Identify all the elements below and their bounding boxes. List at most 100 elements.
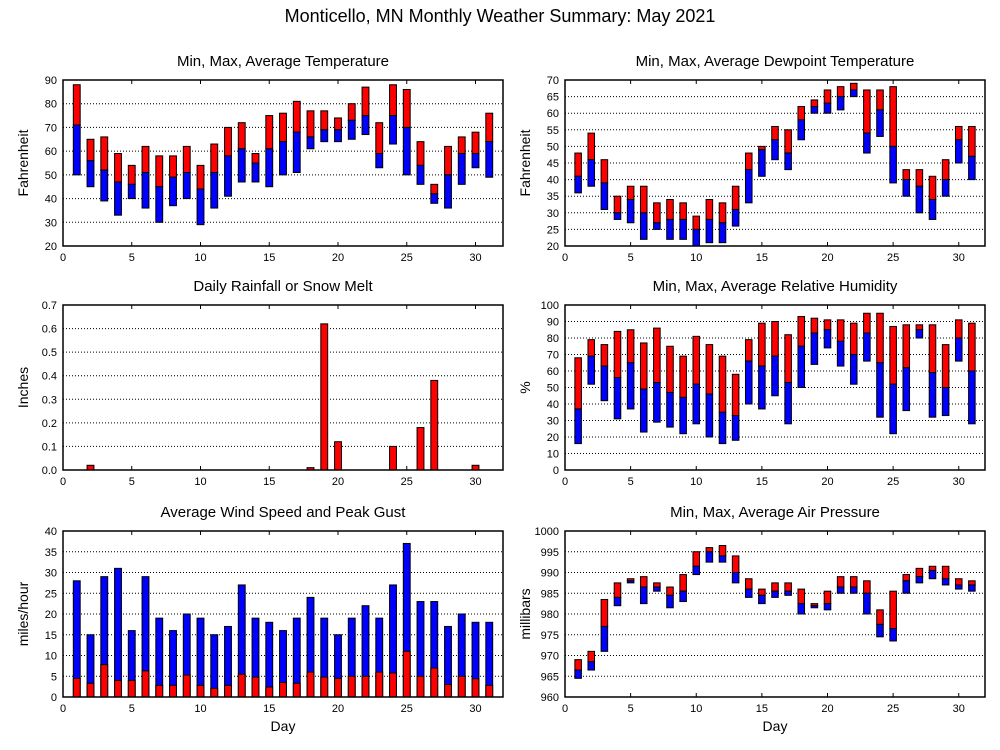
bar-upper-avg-to-max bbox=[718, 545, 727, 557]
bar-upper-avg-to-max bbox=[836, 576, 845, 588]
y-tick-label: 10 bbox=[547, 449, 559, 461]
bar-upper-avg-to-max bbox=[744, 578, 753, 590]
bar-lower-min-to-avg bbox=[941, 387, 950, 417]
bar-upper-avg-to-max bbox=[902, 574, 911, 582]
bar-average-wind bbox=[210, 687, 219, 698]
y-axis-label: Fahrenheit bbox=[517, 129, 533, 196]
x-tick-label: 25 bbox=[887, 252, 899, 264]
y-axis-label: millibars bbox=[517, 588, 533, 639]
bar-lower-min-to-avg bbox=[72, 124, 81, 176]
bar-lower-min-to-avg bbox=[744, 169, 753, 204]
bar-upper-avg-to-max bbox=[758, 588, 766, 596]
y-axis-label: miles/hour bbox=[15, 581, 31, 646]
bar-lower-min-to-avg bbox=[823, 102, 832, 114]
x-tick-label: 5 bbox=[129, 476, 135, 488]
bar-upper-avg-to-max bbox=[705, 344, 714, 395]
bar-lower-min-to-avg bbox=[863, 132, 871, 154]
bar-upper-avg-to-max bbox=[653, 327, 661, 384]
bar-lower-min-to-avg bbox=[889, 628, 897, 642]
bar-lower-min-to-avg bbox=[224, 155, 232, 197]
bar-upper-avg-to-max bbox=[389, 84, 397, 117]
bar-upper-avg-to-max bbox=[600, 159, 609, 184]
bar-upper-avg-to-max bbox=[784, 334, 792, 384]
bar-lower-min-to-avg bbox=[902, 580, 911, 594]
bar-lower-min-to-avg bbox=[797, 603, 806, 615]
bar-upper-avg-to-max bbox=[758, 322, 766, 367]
bar-rainfall bbox=[334, 441, 342, 471]
y-axis-label: Inches bbox=[15, 367, 31, 408]
bar-upper-avg-to-max bbox=[679, 574, 687, 592]
bar-average-wind bbox=[457, 675, 466, 698]
y-tick-label: 985 bbox=[541, 588, 559, 600]
bar-lower-min-to-avg bbox=[692, 228, 701, 247]
bar-upper-avg-to-max bbox=[613, 582, 622, 598]
plot-frame bbox=[564, 530, 986, 698]
bar-lower-min-to-avg bbox=[653, 586, 661, 592]
x-tick-label: 0 bbox=[60, 703, 66, 715]
bar-lower-min-to-avg bbox=[600, 365, 609, 402]
bar-upper-avg-to-max bbox=[375, 122, 384, 155]
bar-upper-avg-to-max bbox=[784, 129, 792, 154]
bar-lower-min-to-avg bbox=[613, 377, 622, 420]
x-tick-label: 0 bbox=[562, 476, 568, 488]
bar-lower-min-to-avg bbox=[639, 388, 648, 433]
bar-lower-min-to-avg bbox=[771, 139, 779, 161]
bar-lower-min-to-avg bbox=[251, 162, 260, 183]
bar-upper-avg-to-max bbox=[587, 132, 596, 161]
bar-upper-avg-to-max bbox=[692, 215, 701, 230]
bar-lower-min-to-avg bbox=[968, 155, 976, 181]
y-tick-label: 0 bbox=[553, 465, 559, 477]
bar-lower-min-to-avg bbox=[810, 106, 819, 114]
x-tick-label: 0 bbox=[562, 252, 568, 264]
bar-upper-avg-to-max bbox=[849, 576, 858, 588]
bar-upper-avg-to-max bbox=[574, 659, 582, 671]
bar-lower-min-to-avg bbox=[574, 408, 582, 445]
x-tick-label: 25 bbox=[401, 252, 413, 264]
bar-lower-min-to-avg bbox=[849, 89, 858, 98]
bar-lower-min-to-avg bbox=[915, 576, 924, 584]
x-tick-label: 5 bbox=[628, 476, 634, 488]
bar-lower-min-to-avg bbox=[114, 181, 122, 216]
y-tick-label: 980 bbox=[541, 609, 559, 621]
bar-upper-avg-to-max bbox=[72, 84, 81, 126]
bar-lower-min-to-avg bbox=[718, 222, 727, 244]
bar-average-wind bbox=[402, 650, 411, 698]
bar-lower-min-to-avg bbox=[320, 129, 329, 143]
y-tick-label: 60 bbox=[45, 146, 57, 158]
bar-lower-min-to-avg bbox=[279, 141, 287, 176]
bar-lower-min-to-avg bbox=[889, 145, 897, 184]
bar-upper-avg-to-max bbox=[666, 586, 674, 596]
y-tick-label: 30 bbox=[547, 208, 559, 220]
bar-average-wind bbox=[169, 684, 177, 698]
bar-lower-min-to-avg bbox=[836, 340, 845, 367]
bar-upper-avg-to-max bbox=[279, 112, 287, 143]
bar-upper-avg-to-max bbox=[679, 202, 687, 220]
bar-upper-avg-to-max bbox=[849, 322, 858, 355]
bar-lower-min-to-avg bbox=[626, 580, 635, 584]
bar-upper-avg-to-max bbox=[863, 580, 871, 594]
bar-upper-avg-to-max bbox=[863, 89, 871, 134]
plot-frame bbox=[62, 530, 504, 698]
bar-lower-min-to-avg bbox=[692, 565, 701, 576]
bar-lower-min-to-avg bbox=[876, 362, 884, 418]
bar-upper-avg-to-max bbox=[347, 103, 356, 121]
x-tick-label: 10 bbox=[194, 703, 206, 715]
bar-lower-min-to-avg bbox=[679, 590, 687, 603]
bar-upper-avg-to-max bbox=[928, 175, 937, 201]
bar-lower-min-to-avg bbox=[863, 332, 871, 362]
bar-upper-avg-to-max bbox=[941, 159, 950, 181]
bar-lower-min-to-avg bbox=[444, 174, 452, 209]
y-tick-label: 1000 bbox=[535, 526, 559, 538]
chart-wind: Average Wind Speed and Peak Gust 0 5 10 15 20… bbox=[15, 504, 504, 734]
bar-upper-avg-to-max bbox=[457, 136, 466, 155]
bar-upper-avg-to-max bbox=[876, 89, 884, 111]
bar-lower-min-to-avg bbox=[705, 218, 714, 244]
bar-upper-avg-to-max bbox=[613, 330, 622, 379]
bar-lower-min-to-avg bbox=[692, 383, 701, 425]
bar-lower-min-to-avg bbox=[902, 179, 911, 197]
bar-peak-gust bbox=[114, 567, 122, 698]
y-tick-label: 70 bbox=[45, 122, 57, 134]
bar-lower-min-to-avg bbox=[626, 199, 635, 224]
bar-lower-min-to-avg bbox=[666, 391, 674, 428]
bar-upper-avg-to-max bbox=[471, 131, 480, 155]
